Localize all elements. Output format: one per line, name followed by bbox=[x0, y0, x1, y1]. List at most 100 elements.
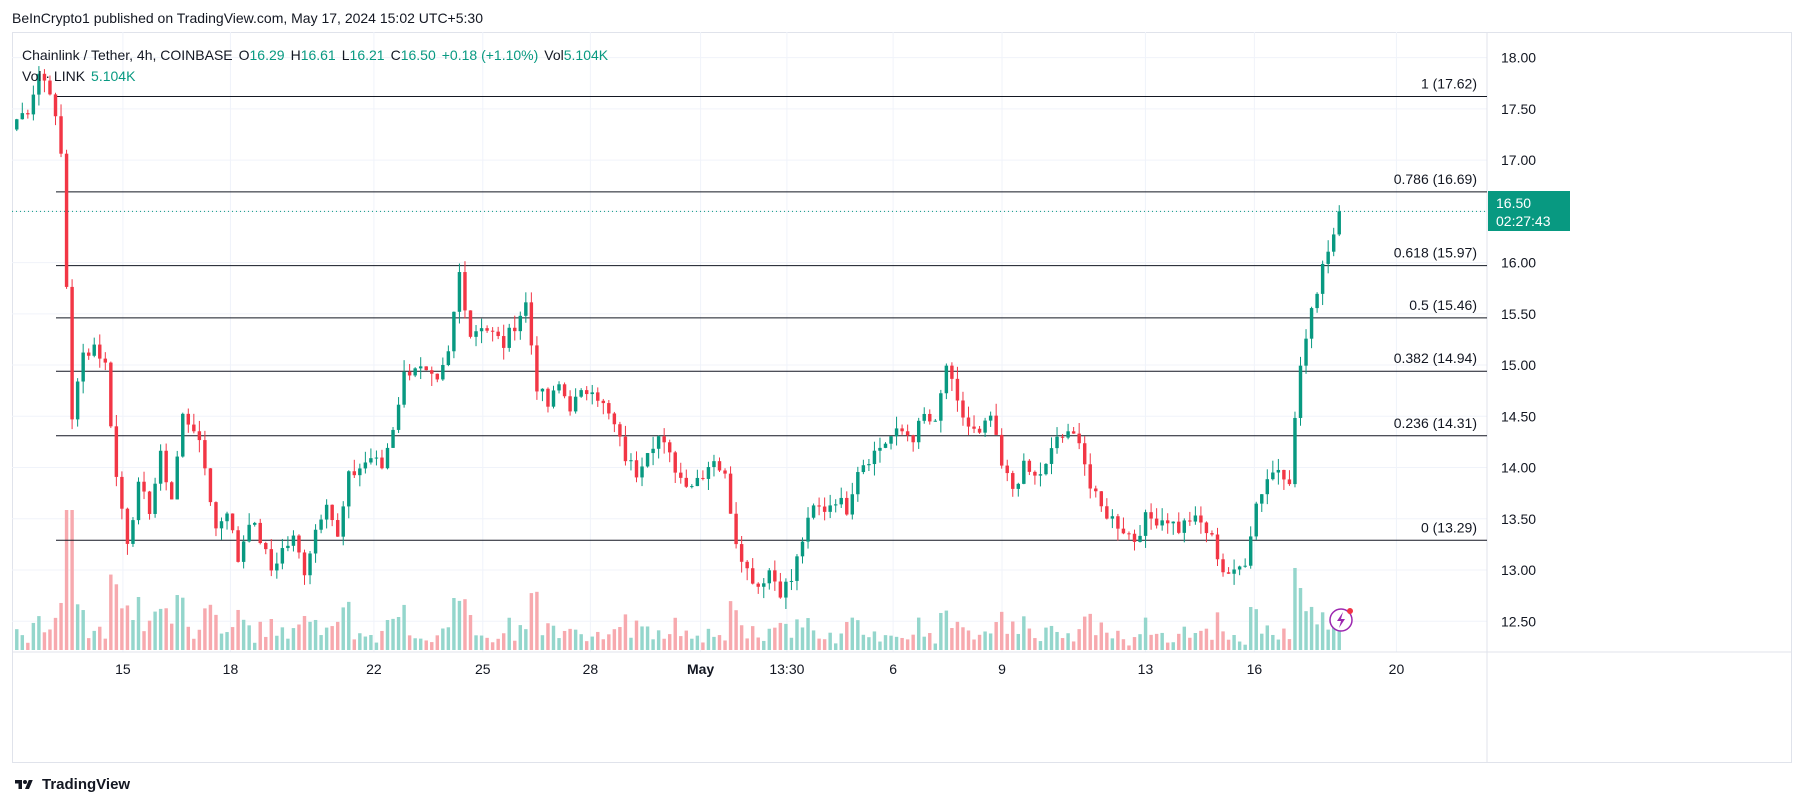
candle-body bbox=[347, 471, 351, 507]
volume-bar bbox=[302, 615, 307, 650]
volume-bar bbox=[385, 620, 390, 650]
candle-body bbox=[950, 365, 954, 379]
price-chart[interactable]: 1 (17.62) 0.786 (16.69) 0.618 (15.97) 0.5 (… bbox=[12, 32, 1792, 763]
volume-bar bbox=[850, 617, 855, 650]
volume-bar bbox=[463, 599, 467, 650]
candle-body bbox=[546, 388, 550, 407]
candle-body bbox=[784, 581, 788, 598]
candle-body bbox=[474, 331, 478, 337]
y-tick-label: 14.00 bbox=[1501, 460, 1536, 476]
candle-body bbox=[446, 351, 451, 366]
candle-body bbox=[1165, 520, 1170, 524]
volume-bar bbox=[584, 641, 589, 650]
candle-body bbox=[983, 420, 987, 433]
candle-body bbox=[1160, 520, 1164, 526]
x-tick-label: 28 bbox=[583, 661, 599, 677]
volume-bar bbox=[1099, 622, 1104, 650]
candle-body bbox=[1304, 338, 1308, 366]
candle-body bbox=[402, 371, 406, 405]
candle-body bbox=[230, 513, 235, 531]
volume-bar bbox=[53, 617, 58, 650]
grid bbox=[12, 32, 1792, 763]
legend-symbol[interactable]: Chainlink / Tether, 4h, COINBASE bbox=[22, 47, 233, 63]
candle-body bbox=[186, 413, 191, 425]
volume-bar bbox=[601, 639, 606, 650]
candle-body bbox=[15, 119, 19, 130]
volume-bar bbox=[75, 604, 80, 650]
volume-bar bbox=[1138, 634, 1142, 650]
volume-bar bbox=[1204, 628, 1209, 650]
candle-body bbox=[629, 460, 633, 462]
candle-body bbox=[264, 543, 268, 550]
volume-bar bbox=[562, 630, 567, 650]
volume-bar bbox=[607, 634, 611, 650]
volume-bar bbox=[1038, 641, 1043, 650]
candle-body bbox=[1094, 488, 1098, 492]
volume-bar bbox=[1182, 626, 1187, 650]
candle-body bbox=[717, 461, 722, 471]
candle-body bbox=[1099, 491, 1104, 507]
volume-bar bbox=[656, 630, 661, 650]
candle-body bbox=[822, 506, 827, 512]
candle-body bbox=[457, 272, 462, 312]
y-tick-label: 15.50 bbox=[1501, 306, 1536, 322]
candle-body bbox=[352, 471, 357, 476]
volume-bar bbox=[1060, 638, 1065, 650]
y-tick-label: 16.00 bbox=[1501, 255, 1536, 271]
candle-body bbox=[1226, 572, 1231, 574]
volume-bar bbox=[690, 638, 694, 650]
candle-body bbox=[673, 452, 677, 473]
volume-bar bbox=[1094, 635, 1098, 650]
volume-bar bbox=[1088, 613, 1092, 650]
volume-indicator-label[interactable]: Vol · LINK bbox=[22, 68, 86, 84]
candle-body bbox=[26, 113, 30, 115]
candle-body bbox=[286, 545, 290, 549]
volume-bar bbox=[1282, 628, 1286, 650]
volume-bar bbox=[507, 617, 511, 650]
candle-body bbox=[557, 384, 561, 391]
candle-body bbox=[972, 426, 976, 429]
lightning-icon bbox=[1329, 608, 1353, 632]
volume-bar bbox=[120, 608, 124, 650]
candle-body bbox=[341, 506, 345, 537]
candle-body bbox=[889, 436, 893, 444]
candle-body bbox=[1121, 528, 1126, 534]
volume-bar bbox=[158, 608, 163, 650]
volume-bar bbox=[828, 632, 832, 650]
candle-body bbox=[1016, 483, 1021, 489]
volume-bar bbox=[269, 619, 274, 650]
volume-bar bbox=[214, 614, 218, 650]
candle-body bbox=[723, 470, 727, 474]
volume-bar bbox=[590, 636, 594, 650]
volume-bar bbox=[889, 635, 893, 650]
volume-bar bbox=[1033, 638, 1037, 650]
volume-bar bbox=[1315, 624, 1319, 650]
candle-body bbox=[153, 483, 157, 514]
volume-bar bbox=[1320, 612, 1325, 650]
candle-body bbox=[529, 302, 534, 346]
candle-body bbox=[1049, 448, 1054, 464]
candle-body bbox=[324, 504, 329, 520]
volume-bar bbox=[1143, 617, 1148, 650]
footer-brand[interactable]: TradingView bbox=[42, 776, 131, 793]
candle-body bbox=[928, 413, 932, 422]
candle-body bbox=[961, 400, 965, 418]
volume-bar bbox=[109, 574, 113, 650]
volume-bar bbox=[335, 621, 340, 650]
volume-bar bbox=[734, 610, 738, 650]
candle-body bbox=[922, 413, 926, 421]
volume-bar bbox=[640, 626, 644, 650]
candle-body bbox=[634, 460, 639, 478]
candle-body bbox=[1033, 471, 1037, 476]
legend-low-value: 16.21 bbox=[349, 47, 385, 63]
volume-bar bbox=[319, 635, 323, 650]
candle-body bbox=[1055, 436, 1059, 449]
volume-bar bbox=[1276, 639, 1281, 650]
volume-bar bbox=[241, 619, 246, 650]
volume-bar bbox=[1027, 628, 1032, 650]
candle-body bbox=[385, 447, 390, 469]
candle-body bbox=[20, 113, 25, 120]
volume-bar bbox=[928, 633, 932, 650]
volume-bar bbox=[1232, 634, 1236, 650]
candle-body bbox=[452, 311, 456, 352]
